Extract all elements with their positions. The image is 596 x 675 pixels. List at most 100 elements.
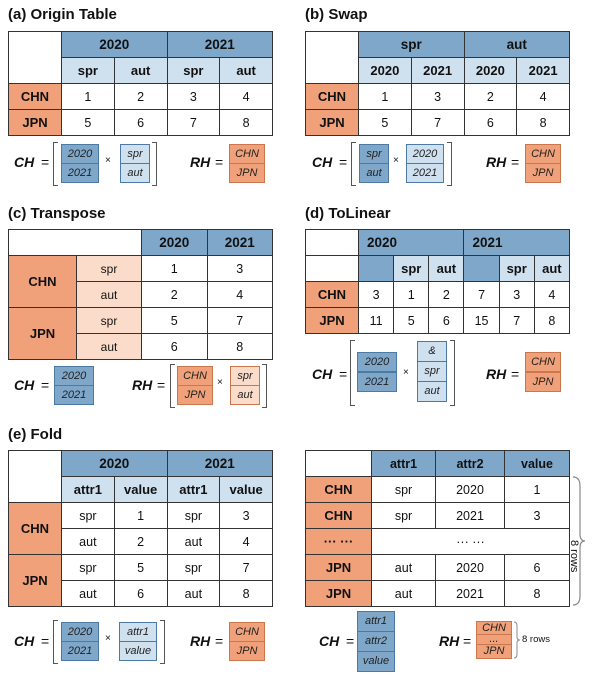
value-cell: 7: [410, 109, 465, 136]
value-cell: 6: [113, 109, 168, 136]
rh-cell: aut: [230, 385, 260, 405]
bracket-left: [351, 142, 356, 186]
ch-cell: 2020: [54, 366, 94, 386]
value-cell: aut: [166, 580, 221, 607]
season-header: spr: [166, 57, 221, 84]
value-cell: 4: [206, 281, 273, 308]
row-header: JPN: [305, 580, 372, 607]
value-cell: 1: [113, 502, 168, 529]
value-cell: 4: [219, 528, 273, 555]
value-cell: 1: [141, 255, 208, 282]
season-header: aut: [113, 57, 168, 84]
ch-cell: aut: [359, 163, 389, 183]
rh-label: RH: [190, 154, 211, 170]
year-header: 2021: [516, 57, 570, 84]
ch-cell: 2020: [61, 622, 99, 642]
value-cell: 2: [113, 83, 168, 110]
row-header: CHN: [8, 502, 62, 555]
value-cell: 4: [516, 83, 570, 110]
ch-cell: 2021: [61, 641, 99, 661]
corner-cell: [8, 229, 142, 256]
row-count-label: 8 rows: [568, 540, 580, 573]
equals-sign: =: [511, 154, 520, 170]
equals-sign: =: [511, 366, 520, 382]
year-header: 2020: [61, 450, 168, 477]
value-cell: 8: [533, 307, 571, 334]
value-cell: aut: [166, 528, 221, 555]
attr-header: attr1: [166, 476, 221, 503]
value-cell: 2: [113, 528, 168, 555]
value-cell: 1: [358, 83, 412, 110]
times-sign: ×: [393, 155, 399, 166]
value-cell: 3: [357, 281, 395, 308]
row-header: JPN: [305, 554, 372, 581]
year-header: 2020: [357, 229, 465, 256]
ch-cell: attr1: [119, 622, 157, 642]
value-cell: 2: [463, 83, 518, 110]
value-cell: 7: [463, 281, 500, 308]
equals-sign: =: [339, 154, 348, 170]
rh-label: RH: [132, 377, 153, 393]
year-header: 2020: [358, 57, 412, 84]
rh-label: RH: [486, 366, 507, 382]
season-header: aut: [428, 255, 465, 282]
rh-label: RH: [190, 633, 211, 649]
ch-label: CH: [312, 154, 333, 170]
season-header: spr: [61, 57, 115, 84]
ch-cell: 2020: [357, 352, 397, 372]
attr-header: value: [113, 476, 168, 503]
bracket-right: [160, 620, 165, 664]
bracket-left: [170, 364, 175, 408]
value-cell: spr: [371, 476, 436, 503]
value-cell: 1: [504, 476, 570, 503]
row-header: JPN: [8, 109, 62, 136]
rh-cell: CHN: [525, 144, 561, 164]
value-cell: 6: [428, 307, 465, 334]
value-cell: 8: [516, 109, 570, 136]
rh-label: RH: [439, 633, 460, 649]
rh-count-brace: [513, 621, 521, 659]
value-cell: spr: [166, 502, 221, 529]
equals-sign: =: [157, 377, 166, 393]
panel-e-table: 2020 2021 attr1 value attr1 value CHN sp…: [8, 450, 273, 607]
ch-cell: spr: [120, 144, 150, 164]
value-cell: 7: [498, 307, 535, 334]
season-header: aut: [219, 57, 273, 84]
value-cell: 1: [61, 83, 115, 110]
value-cell: 11: [357, 307, 395, 334]
rh-cell: spr: [230, 366, 260, 386]
panel-a-title: (a) Origin Table: [8, 6, 117, 23]
value-cell: 2: [428, 281, 465, 308]
times-sign: ×: [105, 633, 111, 644]
equals-sign: =: [215, 633, 224, 649]
ch-label: CH: [14, 154, 35, 170]
value-cell: 4: [533, 281, 571, 308]
ch-cell: spr: [359, 144, 389, 164]
bracket-left: [53, 142, 58, 186]
equals-sign: =: [339, 366, 348, 382]
row-header: JPN: [8, 307, 77, 360]
rh-cell: CHN: [476, 621, 512, 636]
times-sign: ×: [105, 155, 111, 166]
rh-cell: CHN: [525, 352, 561, 372]
bracket-right: [450, 340, 455, 406]
value-cell: 6: [463, 109, 518, 136]
ch-cell: 2021: [61, 163, 99, 183]
value-cell: 8: [504, 580, 570, 607]
fold-result-table: attr1 attr2 value CHN spr 2020 1 CHN spr…: [305, 450, 570, 607]
ch-cell: value: [357, 651, 395, 672]
rh-cell: JPN: [476, 644, 512, 659]
ch-cell: spr: [417, 361, 447, 382]
ch-label: CH: [14, 633, 35, 649]
row-header: CHN: [305, 281, 359, 308]
rh-cell: JPN: [229, 641, 265, 661]
value-cell: aut: [61, 580, 115, 607]
corner-cell: [305, 450, 372, 477]
column-header: attr1: [371, 450, 436, 477]
season-header: spr: [498, 255, 535, 282]
ch-cell: 2020: [406, 144, 444, 164]
rh-cell: JPN: [525, 163, 561, 183]
value-cell: 3: [504, 502, 570, 529]
value-cell: 8: [219, 109, 273, 136]
rh-cell: JPN: [229, 163, 265, 183]
